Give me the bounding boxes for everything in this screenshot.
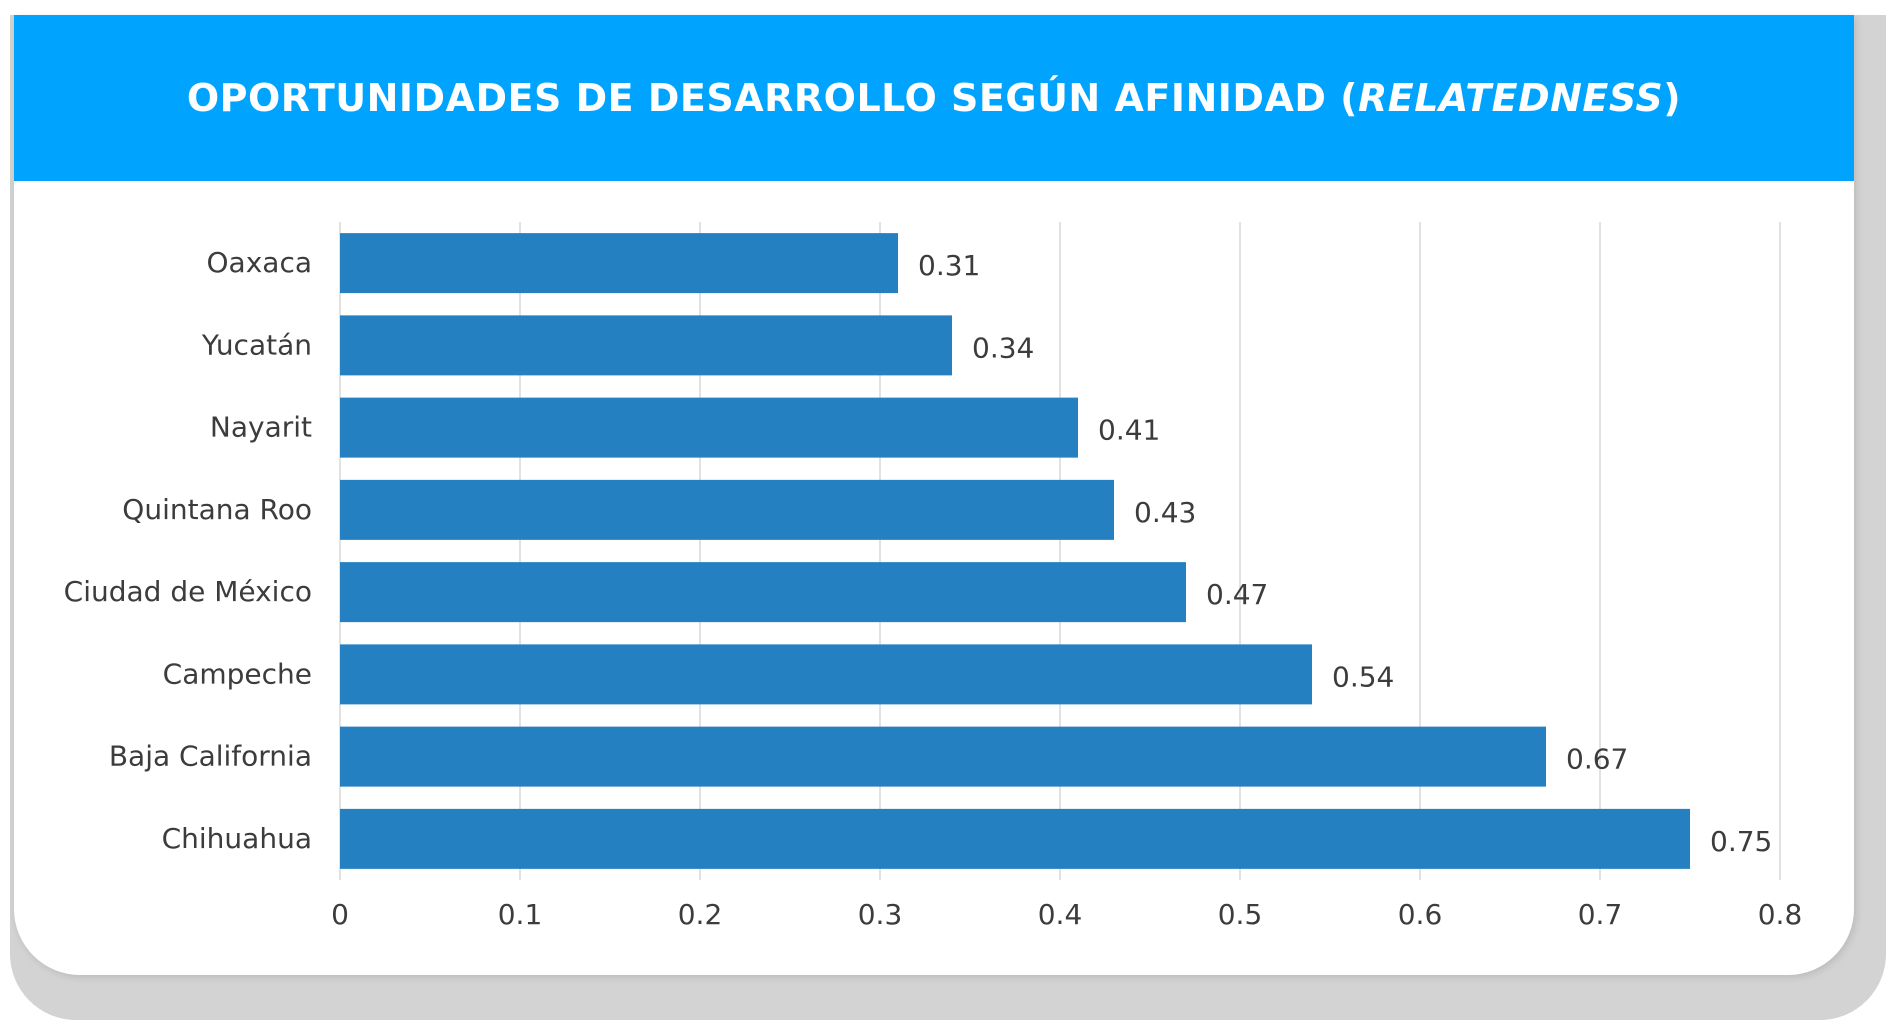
bar [340, 726, 1546, 787]
chart-title-main: OPORTUNIDADES DE DESARROLLO SEGÚN AFINID… [186, 76, 1358, 120]
x-tick-label: 0.5 [1218, 898, 1263, 931]
value-label: 0.47 [1206, 578, 1268, 611]
bar [340, 644, 1312, 705]
value-label: 0.41 [1098, 414, 1160, 447]
category-label: Baja California [109, 740, 312, 773]
value-label: 0.31 [918, 249, 980, 282]
category-label: Oaxaca [207, 246, 312, 279]
category-label: Chihuahua [162, 822, 312, 855]
value-label: 0.43 [1134, 496, 1196, 529]
bar [340, 562, 1186, 623]
bar [340, 315, 952, 376]
chart-title-italic: RELATEDNESS [1358, 76, 1664, 120]
x-tick-label: 0.1 [498, 898, 543, 931]
value-label: 0.54 [1332, 660, 1394, 693]
bar [340, 397, 1078, 458]
x-tick-label: 0.4 [1038, 898, 1083, 931]
category-label: Yucatán [201, 328, 312, 361]
value-label: 0.75 [1710, 825, 1772, 858]
category-label: Ciudad de México [64, 575, 312, 608]
bar [340, 233, 898, 294]
bar [340, 808, 1690, 869]
x-tick-label: 0.8 [1758, 898, 1803, 931]
category-label: Campeche [163, 657, 312, 690]
x-tick-label: 0.2 [678, 898, 723, 931]
x-tick-label: 0.7 [1578, 898, 1623, 931]
value-label: 0.34 [972, 331, 1034, 364]
category-label: Nayarit [210, 411, 312, 444]
x-tick-label: 0.6 [1398, 898, 1443, 931]
title-banner: OPORTUNIDADES DE DESARROLLO SEGÚN AFINID… [14, 15, 1854, 181]
x-tick-label: 0.3 [858, 898, 903, 931]
bar [340, 479, 1114, 540]
x-tick-label: 0 [331, 898, 349, 931]
category-label: Quintana Roo [122, 493, 312, 526]
chart-title: OPORTUNIDADES DE DESARROLLO SEGÚN AFINID… [187, 76, 1681, 120]
value-label: 0.67 [1566, 743, 1628, 776]
chart-title-close: ) [1663, 76, 1682, 120]
